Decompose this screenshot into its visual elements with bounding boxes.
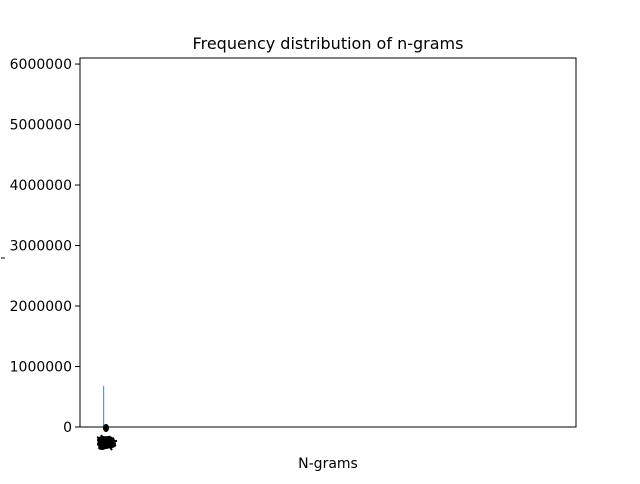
y-tick-label: 1000000	[10, 360, 72, 376]
plot-frame	[79, 57, 577, 428]
y-tick-label: 5000000	[10, 118, 72, 134]
bars	[103, 385, 105, 427]
chart-title: Frequency distribution of n-grams	[193, 34, 464, 53]
bar	[103, 385, 105, 427]
y-tick-label: 2000000	[10, 299, 72, 315]
y-tick-label: 3000000	[10, 239, 72, 255]
y-axis: 0 1000000 2000000 3000000 4000000 5000000 6000…	[1, 57, 80, 436]
y-tick-label: 0	[63, 420, 72, 436]
x-tick-label-cluster	[96, 424, 117, 451]
y-tick-label: 6000000	[10, 57, 72, 73]
x-tick-label-stroke	[103, 435, 111, 449]
x-axis-label: N-grams	[298, 456, 358, 472]
y-tick-label: 4000000	[10, 178, 72, 194]
x-tick-label-blob	[103, 424, 109, 432]
